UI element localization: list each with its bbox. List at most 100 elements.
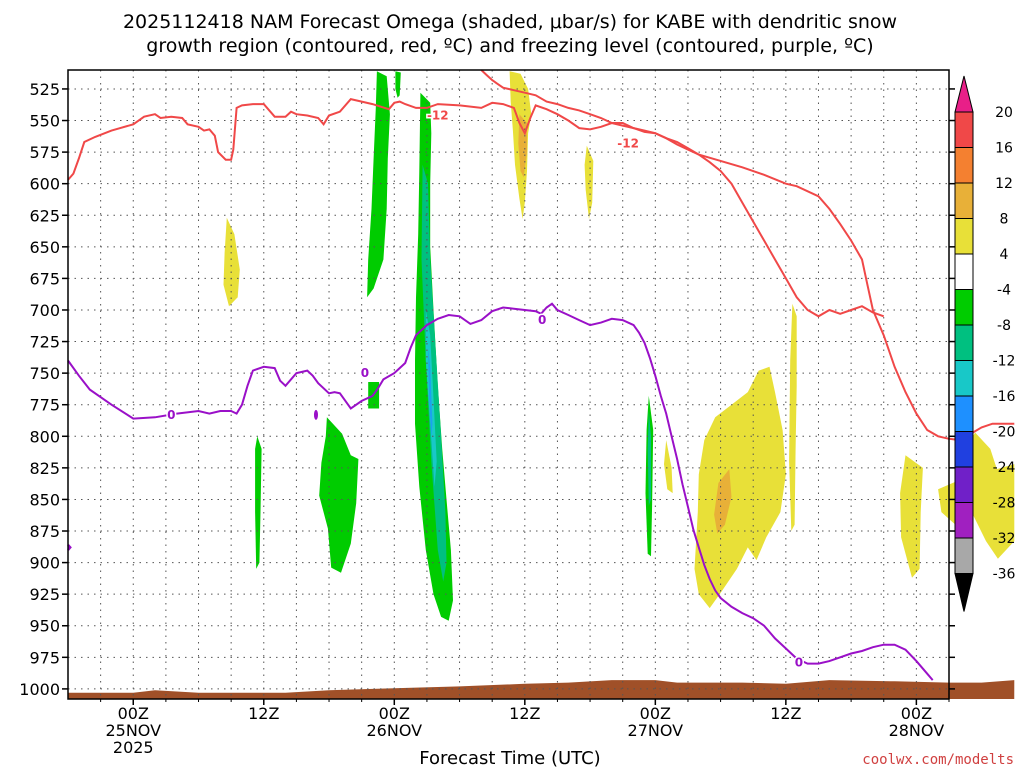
- omega-shading-layer: [223, 71, 1015, 621]
- ytick-label-850: 850: [29, 490, 60, 509]
- colorbar-label-11: -28: [993, 496, 1016, 512]
- colorbar-bin-13: [954, 537, 974, 574]
- omega-green-21z25-upper: [367, 71, 390, 298]
- colorbar-bin-10: [954, 431, 974, 468]
- xtick-date-24: 26NOV: [366, 721, 422, 740]
- colorbar-label-12: -32: [993, 531, 1016, 547]
- omega-yellow-blob-18z26: [584, 145, 594, 219]
- colorbar-bin-6: [954, 289, 974, 326]
- colorbar-label-3: 8: [1000, 212, 1009, 228]
- label-zero-d: 0: [795, 655, 803, 669]
- colorbar-bin-1: [954, 111, 974, 148]
- omega-yellow-thin-12z27: [789, 303, 797, 531]
- grid-layer: [68, 70, 950, 699]
- xtick-label-60: 12Z: [770, 704, 801, 723]
- ytick-label-925: 925: [29, 585, 60, 604]
- xtick-label-36: 12Z: [509, 704, 540, 723]
- omega-green-12z25-strip: [255, 436, 262, 569]
- ytick-label-525: 525: [29, 80, 60, 99]
- ytick-label-700: 700: [29, 301, 60, 320]
- ytick-label-650: 650: [29, 238, 60, 257]
- ytick-label-575: 575: [29, 143, 60, 162]
- ytick-label-550: 550: [29, 112, 60, 131]
- ytick-label-750: 750: [29, 364, 60, 383]
- colorbar-label-2: 12: [995, 176, 1013, 192]
- ytick-label-725: 725: [29, 333, 60, 352]
- omega-yellow-spike-27nov: [664, 440, 673, 494]
- label-minus12-b: -12: [617, 136, 639, 150]
- plot-frame: [67, 69, 950, 700]
- label-zero-c: 0: [538, 313, 546, 327]
- colorbar-label-9: -20: [993, 425, 1016, 441]
- colorbar-label-13: -36: [993, 567, 1016, 583]
- xtick-label-72: 00Z: [901, 704, 932, 723]
- ytick-label-825: 825: [29, 459, 60, 478]
- omega-green-00z26-spike: [395, 71, 401, 98]
- omega-yellow-blob-28nov: [900, 455, 923, 578]
- ytick-label-600: 600: [29, 175, 60, 194]
- omega-yellow-blob-12z25: [223, 217, 240, 307]
- colorbar-label-0: 20: [995, 105, 1013, 121]
- label-minus12-a: -12: [427, 108, 449, 122]
- omega-teal-core-00z27: [647, 411, 651, 506]
- ytick-label-1000: 1000: [19, 680, 60, 699]
- xtick-date-0: 25NOV: [105, 721, 161, 740]
- ytick-label-800: 800: [29, 427, 60, 446]
- colorbar-label-7: -12: [993, 354, 1016, 370]
- colorbar-label-8: -16: [993, 389, 1016, 405]
- colorbar-bin-4: [954, 218, 974, 255]
- xtick-label-24: 00Z: [379, 704, 410, 723]
- omega-blue-core: [428, 347, 433, 437]
- contour-zero-line: [67, 302, 934, 681]
- terrain-layer: [68, 680, 1015, 699]
- colorbar-bin-7: [954, 324, 974, 361]
- chart-title-line1: 2025112418 NAM Forecast Omega (shaded, μ…: [123, 11, 897, 33]
- colorbar-bottom-arrow: [954, 573, 974, 612]
- ytick-label-950: 950: [29, 617, 60, 636]
- colorbar-bin-12: [954, 502, 974, 539]
- xtick-label-12: 12Z: [248, 704, 279, 723]
- omega-yellow-blob-27nov-main: [694, 366, 786, 609]
- colorbar-label-4: 4: [1000, 247, 1009, 263]
- colorbar-bin-5: [954, 253, 974, 290]
- colorbar-bin-8: [954, 360, 974, 397]
- contour-zero-blip-18z25: [313, 409, 318, 420]
- omega-teal-core: [421, 164, 447, 582]
- colorbar-label-1: 16: [995, 141, 1013, 157]
- y-axis: 525 550 575 600 625 650 675 700 725 750 775 800 825 8…: [19, 80, 955, 699]
- label-zero-a: 0: [167, 408, 175, 422]
- contour-minus12-segment-1: [67, 97, 1015, 442]
- colorbar-top-arrow: [954, 75, 974, 113]
- contour-minus12-segment-2: [480, 69, 885, 318]
- colorbar-label-5: -4: [997, 283, 1011, 299]
- xtick-label-0: 00Z: [118, 704, 149, 723]
- colorbar-bin-9: [954, 395, 974, 432]
- omega-green-18z25-blob: [319, 417, 359, 573]
- colorbar-bin-2: [954, 147, 974, 184]
- xtick-date-48: 27NOV: [628, 721, 684, 740]
- ytick-label-675: 675: [29, 269, 60, 288]
- ytick-label-975: 975: [29, 648, 60, 667]
- contour-layer: [67, 69, 1015, 681]
- contour-label-layer: -12 -12 0 0 0 0: [166, 107, 805, 671]
- omega-orange-core-27nov: [714, 469, 732, 534]
- ytick-label-875: 875: [29, 522, 60, 541]
- credit-text: coolwx.com/modelts: [862, 752, 1014, 768]
- omega-yellow-blob-28nov-east: [938, 432, 1015, 559]
- xtick-date-72: 28NOV: [889, 721, 945, 740]
- colorbar-label-10: -24: [993, 460, 1016, 476]
- ytick-label-625: 625: [29, 206, 60, 225]
- colorbar-bin-11: [954, 466, 974, 503]
- chart-title-line2: growth region (contoured, red, ºC) and f…: [146, 35, 873, 57]
- terrain-ground: [68, 680, 1015, 699]
- xtick-year-0: 2025: [113, 738, 154, 757]
- x-axis-label: Forecast Time (UTC): [419, 748, 600, 768]
- colorbar-bin-3: [954, 182, 974, 219]
- label-zero-b: 0: [361, 366, 369, 380]
- ytick-label-775: 775: [29, 396, 60, 415]
- colorbar: 20 16 12 8 4 -4 -8 -12 -16 -20 -24 -28 -32 -36: [954, 75, 1016, 612]
- xtick-label-48: 00Z: [640, 704, 671, 723]
- colorbar-label-6: -8: [997, 318, 1011, 334]
